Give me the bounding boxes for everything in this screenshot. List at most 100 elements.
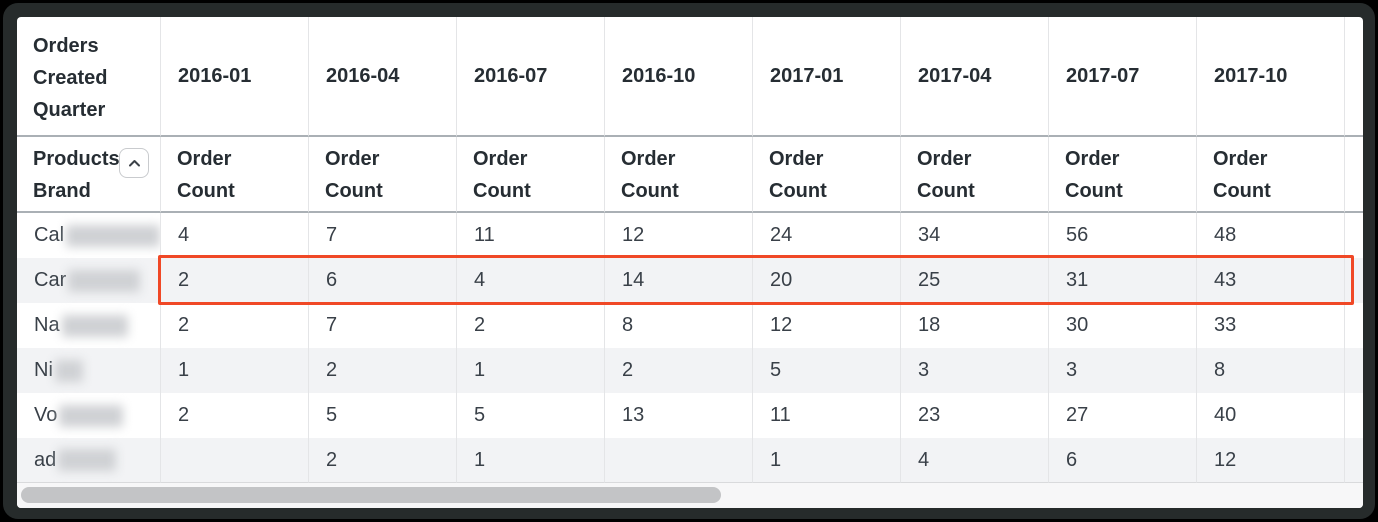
value-cell[interactable]: 4 bbox=[457, 258, 605, 303]
measure-label: Order Count bbox=[917, 148, 975, 202]
value-cell[interactable]: 2 bbox=[605, 348, 753, 393]
value-cell[interactable]: 13 bbox=[605, 393, 753, 438]
value-cell[interactable]: 34 bbox=[901, 213, 1049, 258]
measure-header[interactable]: Order Count bbox=[605, 137, 753, 213]
corner-header: Orders Created Quarter bbox=[17, 17, 161, 137]
brand-prefix: Na bbox=[34, 314, 60, 336]
value-cell[interactable]: 5 bbox=[309, 393, 457, 438]
value-cell[interactable]: 4 bbox=[161, 213, 309, 258]
value-cell[interactable]: 2 bbox=[161, 393, 309, 438]
brand-prefix: Car bbox=[34, 269, 67, 291]
measure-header[interactable]: Order Count bbox=[1197, 137, 1345, 213]
brand-cell[interactable]: Cal bbox=[17, 213, 161, 258]
measure-label: Order Count bbox=[769, 148, 827, 202]
value-cell[interactable]: 1 bbox=[753, 438, 901, 483]
value-cell[interactable]: 25 bbox=[901, 258, 1049, 303]
value-cell[interactable] bbox=[161, 438, 309, 483]
value-cell[interactable]: 3 bbox=[1049, 348, 1197, 393]
brand-cell[interactable]: Ni bbox=[17, 348, 161, 393]
measure-header[interactable]: Order Count bbox=[753, 137, 901, 213]
value-cell[interactable]: 7 bbox=[309, 303, 457, 348]
value-cell[interactable]: 27 bbox=[1049, 393, 1197, 438]
redaction-blur bbox=[61, 314, 128, 337]
column-header[interactable]: 2016-10 bbox=[605, 17, 753, 137]
value-cell[interactable]: 5 bbox=[753, 348, 901, 393]
horizontal-scrollbar[interactable] bbox=[17, 483, 1363, 508]
chevron-up-icon bbox=[128, 160, 140, 167]
value-cell[interactable]: 2 bbox=[457, 303, 605, 348]
value-cell[interactable]: 33 bbox=[1197, 303, 1345, 348]
window-frame: Orders Created Quarter 2016-01 2016-04 2016… bbox=[3, 3, 1375, 519]
brand-prefix: ad bbox=[34, 448, 57, 471]
measure-label: Order Count bbox=[621, 148, 679, 202]
clipped-measure-header bbox=[1345, 137, 1363, 213]
value-cell[interactable]: 20 bbox=[753, 258, 901, 303]
column-header[interactable]: 2016-01 bbox=[161, 17, 309, 137]
value-cell[interactable]: 12 bbox=[1197, 438, 1345, 483]
column-header[interactable]: 2017-04 bbox=[901, 17, 1049, 137]
value-cell[interactable]: 12 bbox=[605, 213, 753, 258]
measure-header[interactable]: Order Count bbox=[309, 137, 457, 213]
value-cell[interactable]: 12 bbox=[753, 303, 901, 348]
brand-prefix: Vo bbox=[34, 404, 58, 426]
value-cell[interactable]: 56 bbox=[1049, 213, 1197, 258]
column-header[interactable]: 2017-07 bbox=[1049, 17, 1197, 137]
row-dimension-header: Products Brand bbox=[17, 137, 161, 213]
brand-cell[interactable]: Car bbox=[17, 258, 161, 303]
brand-cell[interactable]: Vo bbox=[17, 393, 161, 438]
clipped-cell bbox=[1345, 213, 1363, 258]
value-cell[interactable]: 40 bbox=[1197, 393, 1345, 438]
measure-label: Order Count bbox=[325, 148, 383, 202]
value-cell[interactable]: 3 bbox=[901, 348, 1049, 393]
measure-header[interactable]: Order Count bbox=[1049, 137, 1197, 213]
value-cell[interactable]: 2 bbox=[161, 258, 309, 303]
measure-header[interactable]: Order Count bbox=[161, 137, 309, 213]
brand-prefix: Cal bbox=[34, 224, 65, 246]
value-cell[interactable]: 5 bbox=[457, 393, 605, 438]
value-cell[interactable]: 48 bbox=[1197, 213, 1345, 258]
value-cell[interactable]: 2 bbox=[309, 348, 457, 393]
measure-label: Order Count bbox=[1065, 148, 1123, 202]
column-header[interactable]: 2016-07 bbox=[457, 17, 605, 137]
value-cell[interactable]: 2 bbox=[161, 303, 309, 348]
value-cell[interactable]: 11 bbox=[457, 213, 605, 258]
value-cell[interactable]: 2 bbox=[309, 438, 457, 483]
value-cell[interactable]: 6 bbox=[1049, 438, 1197, 483]
value-cell[interactable]: 14 bbox=[605, 258, 753, 303]
value-cell[interactable]: 8 bbox=[1197, 348, 1345, 393]
brand-cell[interactable]: ad bbox=[17, 438, 161, 483]
measure-header[interactable]: Order Count bbox=[901, 137, 1049, 213]
redaction-blur bbox=[58, 449, 117, 471]
value-cell[interactable]: 43 bbox=[1197, 258, 1345, 303]
value-cell[interactable]: 30 bbox=[1049, 303, 1197, 348]
value-cell[interactable]: 6 bbox=[309, 258, 457, 303]
brand-prefix: Ni bbox=[34, 359, 53, 381]
value-cell[interactable]: 4 bbox=[901, 438, 1049, 483]
column-header[interactable]: 2017-10 bbox=[1197, 17, 1345, 137]
value-cell[interactable]: 24 bbox=[753, 213, 901, 258]
value-cell[interactable]: 1 bbox=[457, 348, 605, 393]
value-cell[interactable]: 7 bbox=[309, 213, 457, 258]
redaction-blur bbox=[59, 404, 124, 427]
pivot-table: Orders Created Quarter 2016-01 2016-04 2016… bbox=[17, 17, 1363, 483]
value-cell[interactable]: 11 bbox=[753, 393, 901, 438]
value-cell[interactable] bbox=[605, 438, 753, 483]
scrollbar-thumb[interactable] bbox=[21, 487, 721, 503]
clipped-cell bbox=[1345, 438, 1363, 483]
brand-cell[interactable]: Na bbox=[17, 303, 161, 348]
clipped-cell bbox=[1345, 348, 1363, 393]
column-header[interactable]: 2017-01 bbox=[753, 17, 901, 137]
value-cell[interactable]: 23 bbox=[901, 393, 1049, 438]
row-dimension-label: Products Brand bbox=[33, 148, 120, 202]
measure-label: Order Count bbox=[1213, 148, 1271, 202]
value-cell[interactable]: 8 bbox=[605, 303, 753, 348]
column-header[interactable]: 2016-04 bbox=[309, 17, 457, 137]
value-cell[interactable]: 1 bbox=[457, 438, 605, 483]
measure-header[interactable]: Order Count bbox=[457, 137, 605, 213]
table-panel: Orders Created Quarter 2016-01 2016-04 2016… bbox=[17, 17, 1363, 508]
value-cell[interactable]: 18 bbox=[901, 303, 1049, 348]
value-cell[interactable]: 31 bbox=[1049, 258, 1197, 303]
value-cell[interactable]: 1 bbox=[161, 348, 309, 393]
sort-ascending-button[interactable] bbox=[119, 148, 149, 178]
